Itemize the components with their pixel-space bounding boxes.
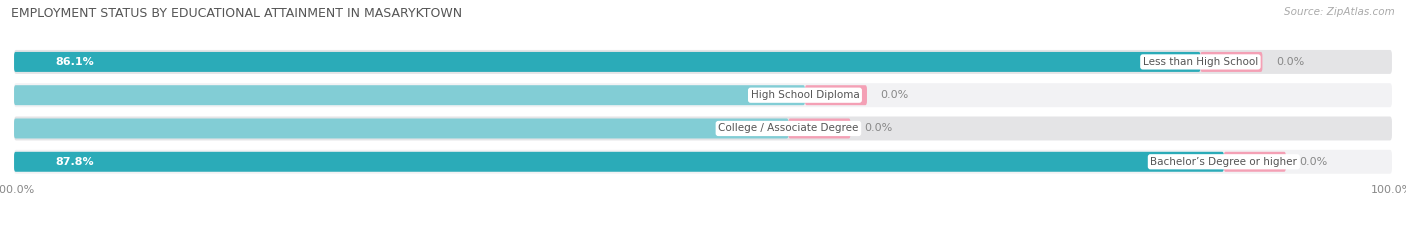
Text: 0.0%: 0.0% bbox=[1299, 157, 1327, 167]
FancyBboxPatch shape bbox=[14, 52, 1201, 72]
Text: 87.8%: 87.8% bbox=[55, 157, 94, 167]
FancyBboxPatch shape bbox=[14, 119, 789, 138]
Text: College / Associate Degree: College / Associate Degree bbox=[718, 123, 859, 134]
Text: 86.1%: 86.1% bbox=[55, 57, 94, 67]
FancyBboxPatch shape bbox=[789, 119, 851, 138]
FancyBboxPatch shape bbox=[14, 152, 1223, 172]
FancyBboxPatch shape bbox=[1201, 52, 1263, 72]
FancyBboxPatch shape bbox=[14, 83, 1392, 107]
FancyBboxPatch shape bbox=[14, 85, 806, 105]
FancyBboxPatch shape bbox=[806, 85, 868, 105]
Text: Bachelor’s Degree or higher: Bachelor’s Degree or higher bbox=[1150, 157, 1298, 167]
Text: 0.0%: 0.0% bbox=[865, 123, 893, 134]
Text: Less than High School: Less than High School bbox=[1143, 57, 1258, 67]
FancyBboxPatch shape bbox=[14, 50, 1392, 74]
FancyBboxPatch shape bbox=[14, 116, 1392, 140]
Text: 57.4%: 57.4% bbox=[749, 90, 785, 100]
Text: EMPLOYMENT STATUS BY EDUCATIONAL ATTAINMENT IN MASARYKTOWN: EMPLOYMENT STATUS BY EDUCATIONAL ATTAINM… bbox=[11, 7, 463, 20]
FancyBboxPatch shape bbox=[14, 150, 1392, 174]
Text: 0.0%: 0.0% bbox=[1277, 57, 1305, 67]
Text: High School Diploma: High School Diploma bbox=[751, 90, 859, 100]
Text: Source: ZipAtlas.com: Source: ZipAtlas.com bbox=[1284, 7, 1395, 17]
Text: 0.0%: 0.0% bbox=[880, 90, 910, 100]
Text: 56.2%: 56.2% bbox=[733, 123, 768, 134]
FancyBboxPatch shape bbox=[1223, 152, 1286, 172]
